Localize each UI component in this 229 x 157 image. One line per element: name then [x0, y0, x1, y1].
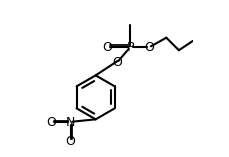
- Text: O: O: [113, 56, 123, 69]
- Text: P: P: [126, 41, 134, 54]
- Text: O: O: [65, 135, 76, 148]
- Text: O: O: [103, 41, 112, 54]
- Text: O: O: [46, 116, 56, 129]
- Text: N: N: [66, 116, 75, 129]
- Text: O: O: [144, 41, 154, 54]
